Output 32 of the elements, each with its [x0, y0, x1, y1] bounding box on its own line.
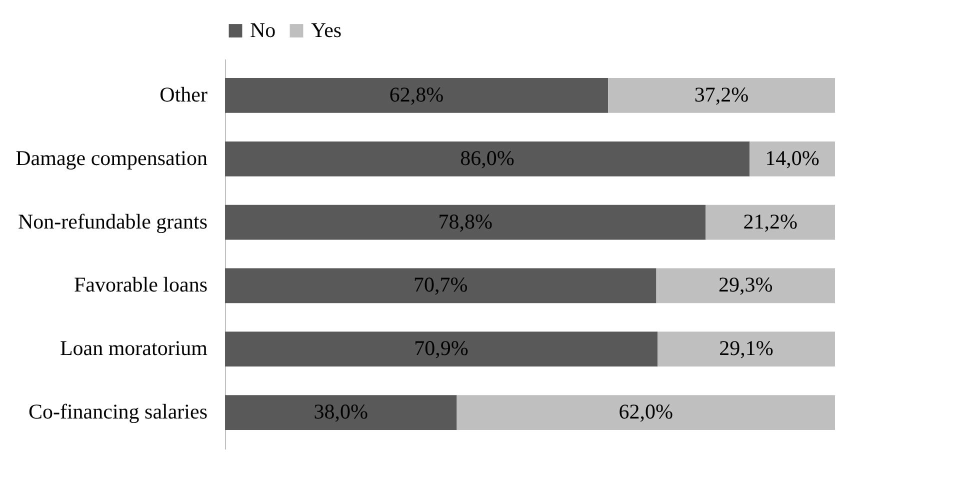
legend-label: Yes: [311, 18, 342, 42]
bar: [608, 78, 835, 113]
data-label: 21,2%: [743, 209, 798, 234]
data-label: 38,0%: [314, 400, 368, 424]
data-label: 70,7%: [414, 272, 468, 297]
bar: [750, 141, 835, 176]
y-tick-label: Other: [160, 82, 208, 106]
y-tick-label: Non-refundable grants: [18, 209, 208, 234]
data-label: 62,8%: [389, 82, 444, 106]
data-label: 29,1%: [719, 336, 774, 360]
data-label: 37,2%: [694, 82, 749, 106]
bar: [706, 204, 835, 240]
legend-label: No: [250, 18, 276, 42]
bar: [225, 332, 658, 367]
data-label: 29,3%: [718, 272, 773, 297]
y-tick-label: Co-financing salaries: [28, 400, 208, 424]
y-tick-label: Damage compensation: [16, 146, 208, 170]
data-label: 86,0%: [460, 146, 514, 170]
data-label: 70,9%: [414, 336, 468, 360]
bar: [225, 395, 457, 430]
bar: [225, 78, 608, 113]
bar: [225, 268, 656, 304]
bar: [456, 395, 835, 430]
bar: [225, 141, 750, 176]
data-label: 62,0%: [618, 400, 674, 424]
data-label: 14,0%: [765, 146, 820, 170]
y-tick-label: Loan moratorium: [60, 336, 208, 360]
bar: [657, 332, 835, 367]
data-label: 78,8%: [438, 209, 492, 234]
y-tick-label: Favorable loans: [74, 272, 208, 297]
bar: [656, 268, 835, 304]
bar: [225, 204, 706, 240]
